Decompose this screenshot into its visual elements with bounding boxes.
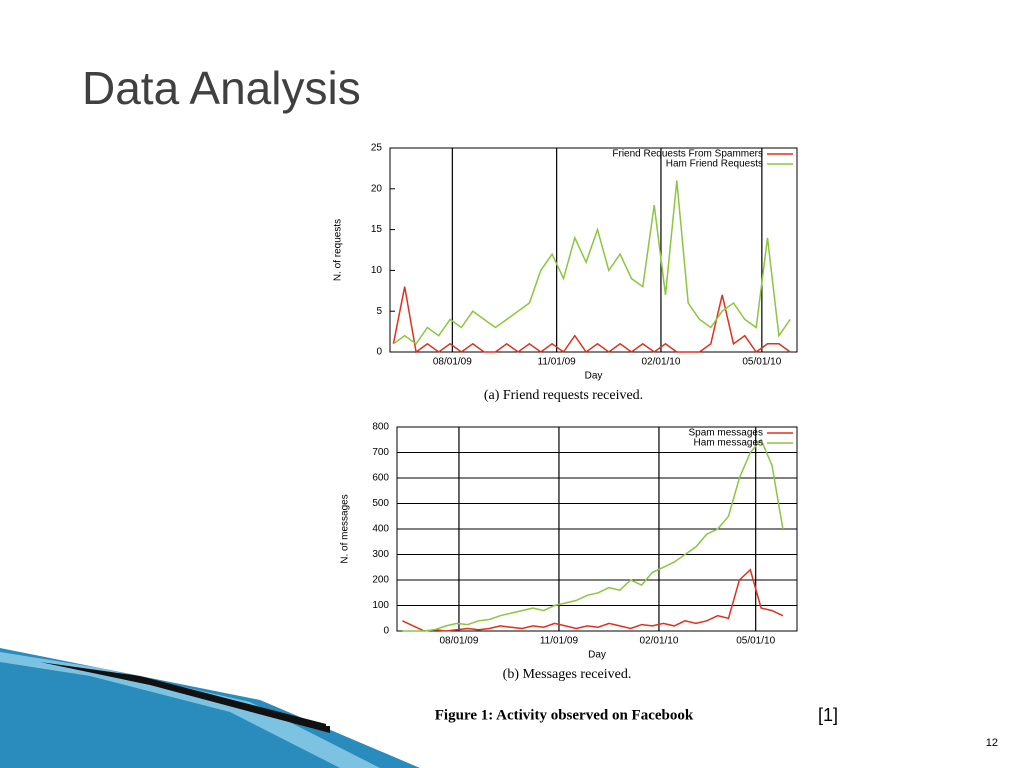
x-tick-label: 08/01/09 — [439, 636, 478, 647]
y-tick-label: 100 — [372, 600, 389, 611]
series-line — [402, 438, 784, 632]
y-tick-label: 500 — [372, 498, 389, 509]
y-tick-label: 300 — [372, 549, 389, 560]
legend-label: Spam messages — [689, 428, 763, 439]
y-tick-label: 15 — [371, 224, 383, 235]
legend-label: Ham Friend Requests — [666, 159, 763, 170]
x-axis-label: Day — [588, 650, 606, 661]
y-tick-label: 200 — [372, 575, 389, 586]
x-tick-label: 02/01/10 — [641, 357, 680, 368]
x-tick-label: 11/01/09 — [538, 357, 577, 368]
x-tick-label: 02/01/10 — [639, 636, 678, 647]
slide-title: Data Analysis — [82, 62, 361, 114]
citation: [1] — [818, 705, 838, 725]
y-tick-label: 800 — [372, 422, 389, 433]
y-tick-label: 25 — [371, 143, 383, 154]
x-tick-label: 05/01/10 — [742, 357, 781, 368]
y-tick-label: 0 — [383, 626, 389, 637]
x-tick-label: 11/01/09 — [540, 636, 579, 647]
page-number: 12 — [986, 737, 998, 749]
legend-label: Ham messages — [694, 438, 763, 449]
series-line — [392, 286, 791, 354]
y-tick-label: 700 — [372, 447, 389, 458]
x-tick-label: 08/01/09 — [433, 357, 472, 368]
x-tick-label: 05/01/10 — [736, 636, 775, 647]
decor-swoosh-light — [0, 652, 380, 768]
figure-caption: Figure 1: Activity observed on Facebook — [435, 707, 694, 723]
legend-label: Friend Requests From Spammers — [612, 149, 763, 160]
subcaption: (b) Messages received. — [503, 667, 632, 682]
series-line — [392, 180, 791, 345]
y-tick-label: 5 — [376, 306, 382, 317]
y-tick-label: 0 — [376, 347, 382, 358]
plot-area — [389, 147, 798, 353]
y-tick-label: 10 — [371, 265, 383, 276]
subcaption: (a) Friend requests received. — [484, 388, 643, 403]
y-axis-label: N. of messages — [340, 494, 351, 563]
y-tick-label: 20 — [371, 183, 383, 194]
y-tick-label: 400 — [372, 524, 389, 535]
x-axis-label: Day — [585, 371, 603, 382]
series-line — [402, 568, 784, 632]
y-axis-label: N. of requests — [333, 219, 344, 281]
y-tick-label: 600 — [372, 473, 389, 484]
